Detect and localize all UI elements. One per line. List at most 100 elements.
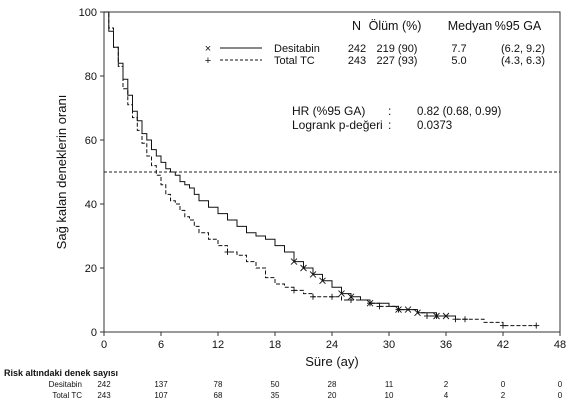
- censor-mark-plus: [224, 249, 231, 255]
- y-tick-label: 0: [91, 327, 97, 339]
- legend-header: Ölüm (%): [369, 19, 422, 33]
- censor-mark-x: [319, 277, 326, 285]
- x-tick-label: 30: [383, 339, 395, 351]
- x-tick-label: 18: [269, 339, 281, 351]
- censor-mark-plus: [462, 316, 468, 323]
- censor-mark-plus: [291, 287, 297, 294]
- censor-mark-plus: [424, 313, 430, 319]
- censor-mark-plus: [348, 297, 354, 303]
- stat-separator: :: [388, 118, 391, 132]
- censor-mark-x: [338, 290, 345, 297]
- risk-cell: 2: [444, 380, 449, 389]
- legend-deaths: 227 (93): [377, 55, 418, 67]
- stat-label: HR (%95 GA): [292, 104, 365, 118]
- censor-mark-x: [414, 309, 421, 317]
- risk-row-name: Total TC: [52, 391, 82, 400]
- legend-marker-x: ×: [205, 43, 211, 55]
- risk-cell: 11: [385, 380, 394, 389]
- risk-cell: 137: [154, 380, 168, 389]
- legend-series-name: Desitabin: [274, 43, 320, 55]
- y-tick-label: 20: [85, 263, 97, 275]
- legend-ci: (4.3, 6.3): [501, 55, 545, 67]
- censor-mark-x: [347, 293, 355, 301]
- censor-mark-plus: [433, 313, 440, 319]
- stat-value: 0.0373: [417, 120, 452, 132]
- censor-stroke: [404, 306, 412, 313]
- y-tick-label: 80: [85, 71, 97, 83]
- censor-mark-x: [404, 306, 412, 313]
- risk-cell: 50: [271, 380, 280, 389]
- censor-stroke: [338, 290, 345, 297]
- legend-deaths: 219 (90): [377, 43, 418, 55]
- risk-cell: 35: [271, 391, 280, 400]
- risk-cell: 0: [558, 380, 563, 389]
- y-tick-label: 100: [79, 7, 97, 19]
- censor-stroke: [319, 277, 326, 285]
- censor-mark-plus: [329, 293, 335, 300]
- risk-cell: 10: [385, 391, 394, 400]
- risk-cell: 242: [97, 380, 111, 389]
- censor-mark-x: [300, 264, 307, 272]
- legend-n: 242: [348, 43, 366, 55]
- x-tick-label: 42: [497, 339, 509, 351]
- risk-table-title: Risk altındaki denek sayısı: [4, 368, 118, 378]
- censor-mark-plus: [395, 306, 402, 313]
- risk-cell: 78: [214, 380, 223, 389]
- censor-stroke: [309, 271, 317, 278]
- censor-stroke: [442, 312, 450, 320]
- censor-stroke: [414, 309, 421, 317]
- censor-mark-plus: [367, 300, 373, 307]
- legend-header: N: [352, 19, 361, 33]
- censor-stroke: [300, 264, 307, 272]
- censor-mark-plus: [500, 322, 506, 329]
- risk-row-name: Desitabin: [49, 380, 82, 389]
- stat-label: Logrank p-değeri: [292, 118, 383, 132]
- stats-annotation: HR (%95 GA): 0.82 (0.68, 0.99) Logrank p-d…: [292, 104, 502, 132]
- axes-group: 0 6 12 18 24 30 36 42 48 0 20 40 60 80 100 Süre (ay) Sağ…: [54, 7, 566, 369]
- legend-n: 243: [348, 55, 366, 67]
- series-line-total-tc: [104, 11, 537, 327]
- x-axis-label: Süre (ay): [305, 354, 358, 369]
- series-group: [104, 11, 537, 327]
- censor-mark-plus: [533, 322, 540, 329]
- x-tick-label: 0: [101, 339, 107, 351]
- x-tick-label: 48: [554, 339, 566, 351]
- censor-mark-plus: [310, 293, 316, 300]
- censor-mark-x: [309, 271, 317, 278]
- legend-header: Medyan: [448, 19, 493, 33]
- censor-stroke: [347, 293, 355, 301]
- risk-cell: 4: [444, 391, 449, 400]
- x-tick-label: 36: [440, 339, 452, 351]
- legend-marker-plus: +: [205, 55, 211, 67]
- legend: N Ölüm (%) Medyan %95 GA × Desitabin 242 219 (9…: [205, 19, 545, 67]
- y-tick-label: 40: [85, 199, 97, 211]
- censor-mark-x: [442, 312, 450, 320]
- censor-stroke: [290, 258, 298, 265]
- legend-median: 5.0: [451, 55, 466, 67]
- risk-cell: 68: [214, 391, 223, 400]
- x-tick-label: 6: [158, 339, 164, 351]
- risk-cell: 28: [328, 380, 337, 389]
- stat-value: 0.82 (0.68, 0.99): [417, 106, 502, 118]
- risk-cell: 0: [558, 391, 563, 400]
- censor-marks-group: [224, 249, 540, 329]
- y-axis-label: Sağ kalan deneklerin oranı: [54, 95, 69, 250]
- legend-header: %95 GA: [495, 19, 542, 33]
- risk-cell: 2: [501, 391, 506, 400]
- legend-median: 7.7: [451, 43, 466, 55]
- stat-separator: :: [388, 104, 391, 118]
- risk-cell: 107: [154, 391, 168, 400]
- censor-mark-plus: [376, 303, 383, 310]
- x-tick-label: 24: [326, 339, 338, 351]
- risk-cell: 0: [501, 380, 506, 389]
- y-tick-label: 60: [85, 135, 97, 147]
- censor-mark-x: [290, 258, 298, 265]
- censor-mark-plus: [452, 316, 459, 323]
- legend-series-name: Total TC: [274, 55, 315, 67]
- risk-cell: 20: [328, 391, 337, 400]
- risk-cell: 243: [97, 391, 111, 400]
- x-tick-label: 12: [212, 339, 224, 351]
